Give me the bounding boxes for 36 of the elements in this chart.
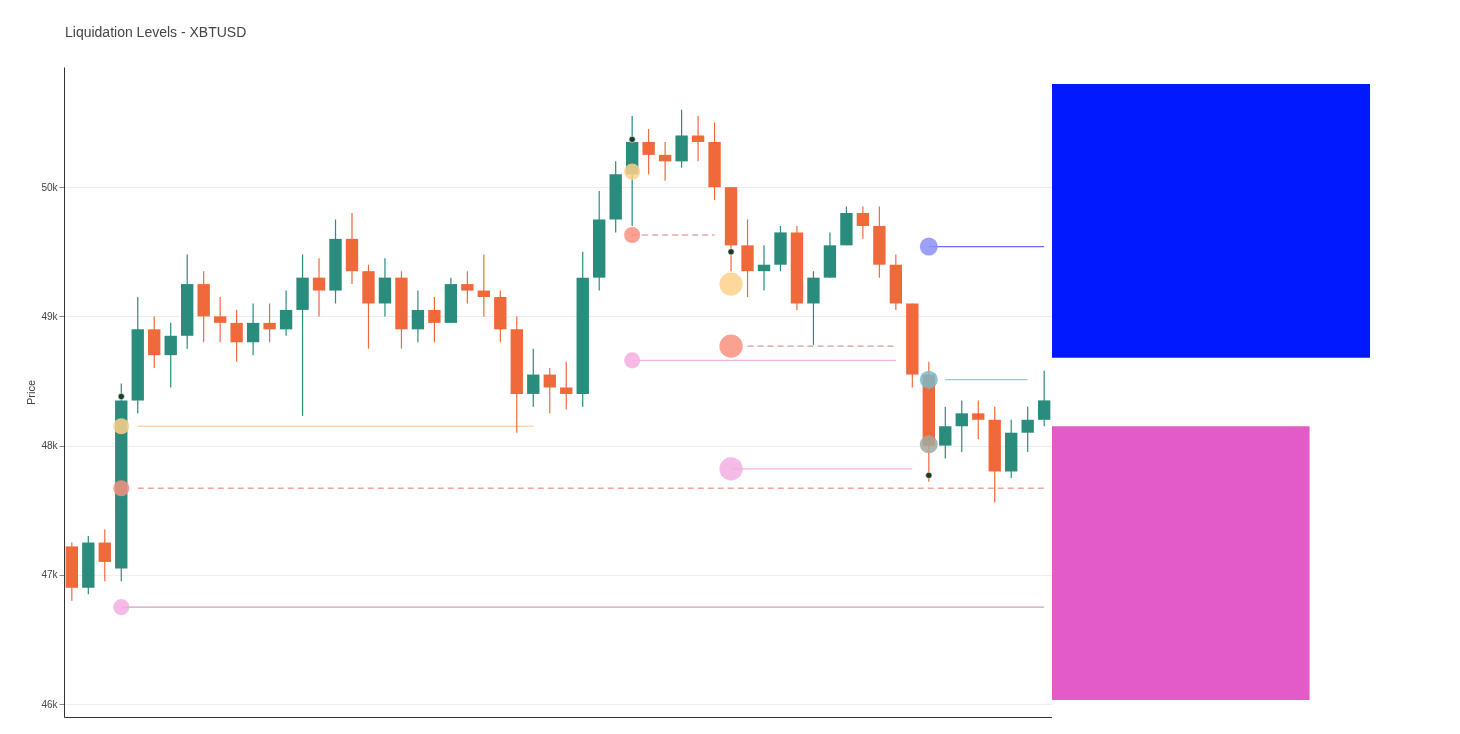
candlestick — [230, 309, 243, 363]
candlestick — [213, 296, 227, 343]
candlestick — [560, 361, 573, 411]
point — [117, 393, 125, 400]
candlestick — [691, 115, 705, 162]
candlestick — [856, 205, 870, 240]
candlestick — [98, 529, 111, 582]
candlestick — [955, 399, 968, 453]
candlestick — [477, 253, 491, 317]
point — [628, 135, 636, 143]
y-tick-label: 48k — [41, 440, 59, 452]
y-axis-title: Price — [25, 379, 38, 406]
candlestick — [428, 296, 441, 343]
y-tick-label: 50k — [41, 181, 59, 193]
candlestick — [263, 302, 276, 343]
point — [727, 248, 735, 256]
chart-title: Liquidation Levels - XBTUSD — [65, 24, 247, 40]
y-tick-label: 47k — [41, 569, 59, 581]
candlestick — [543, 367, 556, 414]
candlestick — [1021, 406, 1034, 453]
candlestick — [527, 348, 540, 408]
candlestick — [757, 244, 771, 292]
candlestick — [312, 257, 326, 317]
candlestick — [642, 128, 655, 175]
candlestick — [1037, 370, 1051, 427]
candlestick — [279, 289, 293, 337]
y-tick-label: 49k — [41, 310, 59, 322]
point — [925, 471, 933, 479]
candlestick — [461, 270, 474, 305]
candlestick — [164, 322, 177, 389]
candlestick — [246, 302, 260, 356]
y-tick-label: 46k — [41, 698, 59, 710]
candlestick — [939, 406, 952, 460]
candlestick — [972, 399, 985, 440]
candlestick — [411, 289, 425, 343]
candlestick — [658, 141, 672, 182]
